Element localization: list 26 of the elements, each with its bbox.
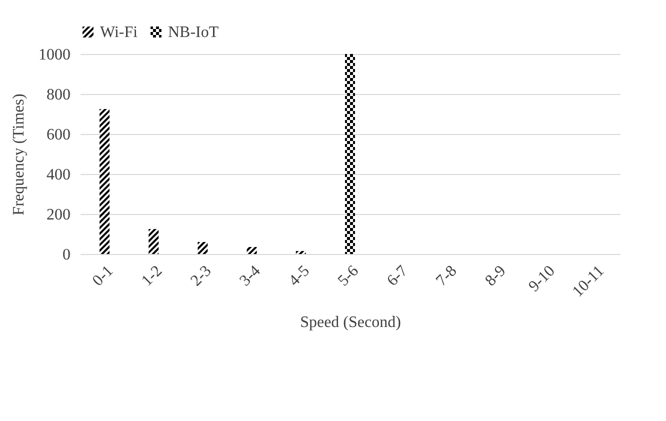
bar [100, 109, 110, 254]
bar [345, 54, 355, 254]
x-axis-title: Speed (Second) [300, 314, 401, 331]
x-tick-label: 4-5 [286, 262, 313, 290]
x-tick-label: 9-10 [526, 262, 558, 296]
x-tick-label: 0-1 [89, 262, 117, 290]
bar [296, 251, 306, 254]
x-tick-label: 1-2 [138, 262, 166, 290]
y-tick-label: 0 [62, 246, 70, 264]
x-tick-label: 6-7 [384, 262, 412, 290]
x-tick-label: 2-3 [188, 262, 215, 290]
y-tick-label: 1000 [38, 46, 70, 64]
x-tick-label: 8-9 [482, 262, 510, 290]
y-tick-label: 600 [46, 126, 70, 144]
x-tick-label: 5-6 [334, 262, 362, 290]
x-tick-label: 7-8 [433, 262, 460, 290]
bar [246, 247, 257, 254]
y-tick-label: 800 [46, 86, 70, 104]
y-axis-title: Frequency (Times) [10, 94, 28, 216]
y-tick-label: 200 [46, 206, 70, 224]
bar [198, 242, 208, 254]
y-tick-label: 400 [46, 166, 70, 184]
legend-label: Wi-Fi [100, 24, 138, 41]
bar [148, 229, 159, 254]
legend-label: NB-IoT [168, 24, 219, 41]
x-tick-label: 3-4 [236, 262, 264, 290]
